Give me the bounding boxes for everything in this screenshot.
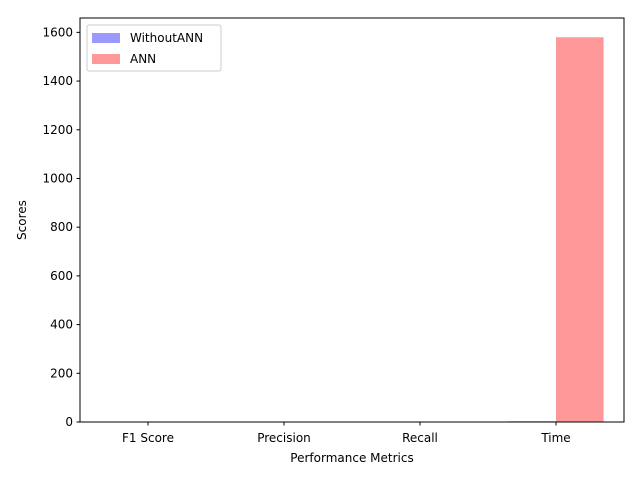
x-tick-label: Time (540, 431, 570, 445)
y-tick-label: 800 (50, 220, 73, 234)
x-tick-label: Recall (402, 431, 438, 445)
y-tick-label: 1600 (42, 25, 73, 39)
x-axis-label: Performance Metrics (290, 451, 413, 465)
y-tick-label: 200 (50, 366, 73, 380)
bars-layer (100, 37, 603, 422)
y-tick-label: 1200 (42, 123, 73, 137)
x-tick-label: Precision (257, 431, 311, 445)
plot-frame (80, 18, 624, 422)
axes-layer (80, 18, 624, 422)
legend-swatch (92, 33, 120, 43)
legend-label: ANN (130, 52, 156, 66)
y-tick-label: 1000 (42, 171, 73, 185)
x-axis-ticks: F1 Score Precision Recall Time (122, 422, 571, 445)
legend-swatch (92, 54, 120, 64)
y-axis-ticks: 0 200 400 600 800 1000 1200 1400 1600 (42, 25, 80, 429)
y-tick-label: 1400 (42, 74, 73, 88)
y-tick-label: 600 (50, 269, 73, 283)
x-tick-label: F1 Score (122, 431, 174, 445)
legend: WithoutANN ANN (87, 25, 221, 71)
legend-label: WithoutANN (130, 31, 203, 45)
y-axis-label: Scores (15, 200, 29, 240)
y-tick-label: 0 (65, 415, 73, 429)
y-tick-label: 400 (50, 318, 73, 332)
bar-ann-time (556, 37, 604, 422)
